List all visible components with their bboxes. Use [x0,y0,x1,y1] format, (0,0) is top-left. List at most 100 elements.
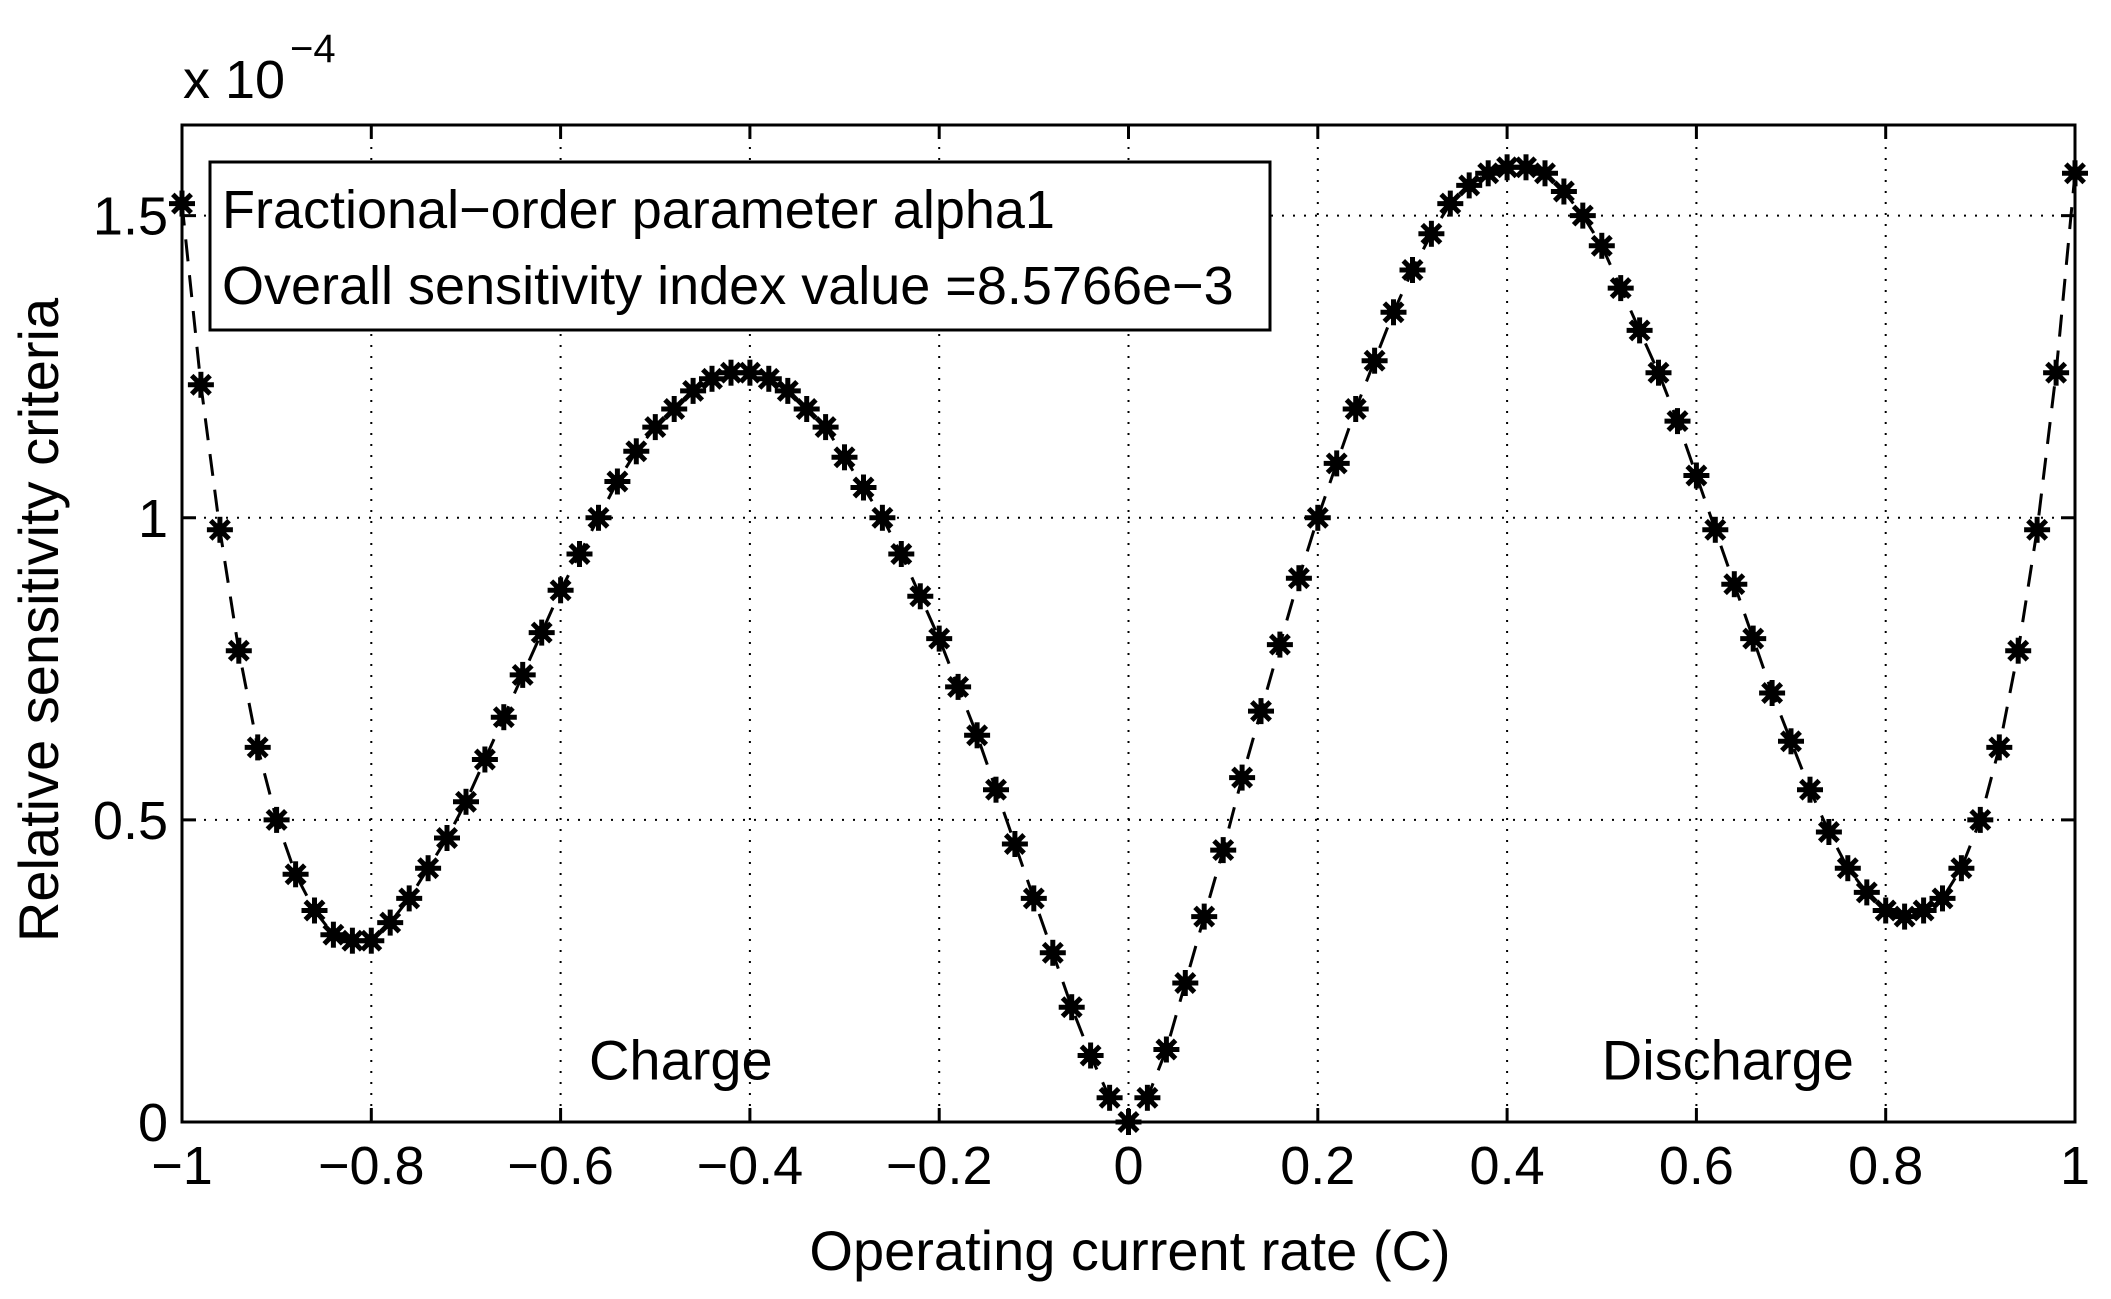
legend-line-2: Overall sensitivity index value =8.5766e… [222,256,1234,316]
marker-core [667,402,682,416]
data-point-marker [623,438,650,465]
marker-core [572,547,587,561]
data-point-marker [547,577,574,604]
marker-core [856,480,871,495]
data-point-marker [1380,299,1407,326]
data-point-marker [1172,970,1199,996]
data-point-marker [1248,698,1274,725]
marker-core [1329,456,1344,471]
marker-core [1178,976,1193,990]
data-point-marker [528,619,555,646]
data-point-marker [1778,728,1804,755]
data-point-marker [1550,178,1577,205]
marker-core [970,728,985,743]
marker-core [1538,166,1552,181]
marker-core [799,402,814,416]
marker-core [1197,909,1212,924]
data-point-marker [1039,939,1066,966]
marker-core [1443,196,1458,211]
data-point-marker [983,776,1009,803]
data-point-marker [699,365,725,392]
marker-core [1765,686,1780,700]
data-point-marker [945,673,972,700]
data-point-marker [1759,680,1786,706]
x-tick-label: 0.4 [1470,1136,1545,1196]
data-point-marker [415,855,442,882]
marker-core [402,891,417,906]
data-point-marker [1494,154,1521,181]
marker-core [686,383,701,398]
marker-core [1746,631,1761,646]
marker-core [1594,238,1609,253]
marker-core [1462,178,1477,193]
x-tick-label: 0.6 [1659,1136,1734,1196]
data-point-marker [1001,831,1028,857]
marker-core [705,371,719,386]
data-point-marker [1229,764,1256,791]
data-point-marker [301,897,328,924]
marker-core [629,444,644,459]
marker-core [1613,281,1628,296]
data-point-marker [1285,565,1312,592]
marker-core [1954,861,1969,876]
x-tick-label: −0.2 [886,1136,993,1196]
legend: Fractional−order parameter alpha1 Overal… [208,160,1272,332]
data-point-marker [1910,897,1937,924]
marker-core [477,752,492,767]
data-point-marker [1210,837,1237,864]
marker-core [1424,226,1439,241]
marker-group [169,154,2088,1135]
data-point-marker [225,637,252,664]
data-point-marker [774,377,801,404]
data-point-marker [1342,396,1369,422]
data-point-marker [1266,631,1293,658]
data-point-marker [244,734,271,761]
marker-core [818,420,833,435]
marker-core [1045,945,1060,960]
data-point-marker [1645,359,1672,386]
data-point-marker [850,474,877,501]
data-point-marker [1153,1036,1180,1063]
data-point-marker [812,414,839,441]
data-point-marker [396,885,423,912]
data-point-marker [1815,819,1842,845]
x-tick-label: 0.8 [1848,1136,1923,1196]
data-point-marker [604,468,631,495]
marker-core [1348,402,1363,416]
data-point-marker [490,704,517,731]
y-axis-exponent-base: x 10 [183,50,285,110]
marker-core [1386,305,1401,320]
data-point-marker [869,504,896,531]
data-point-marker [1683,462,1710,489]
marker-core [1897,909,1912,924]
data-point-marker [358,927,385,954]
data-point-marker [1986,734,2013,761]
legend-box [208,160,1272,332]
marker-core [553,583,568,598]
legend-line-1: Fractional−order parameter alpha1 [222,180,1055,240]
marker-core [440,831,454,845]
marker-core [1140,1090,1155,1105]
data-point-marker [755,365,782,392]
data-point-marker [1418,220,1445,247]
marker-core [1481,166,1496,181]
marker-core [648,420,663,435]
data-point-marker [1058,994,1085,1021]
marker-core [591,510,606,525]
marker-core [459,794,473,809]
data-point-marker [1191,903,1218,930]
marker-core [1689,468,1704,483]
data-point-marker [1077,1042,1104,1069]
y-axis-label: Relative sensitivity criteria [7,297,70,942]
x-tick-label: −0.4 [697,1136,804,1196]
marker-core [1159,1042,1174,1057]
data-point-marker [1096,1084,1123,1111]
data-point-marker [206,516,233,543]
data-point-marker [1134,1084,1161,1111]
data-point-marker [1437,190,1464,217]
marker-core [1064,1000,1079,1015]
data-point-marker [377,909,404,936]
marker-core [2049,365,2064,380]
data-point-marker [1626,317,1653,344]
